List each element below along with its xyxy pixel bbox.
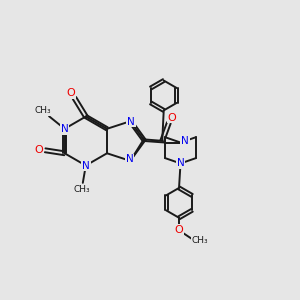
- Text: N: N: [181, 136, 189, 146]
- Text: CH₃: CH₃: [35, 106, 51, 116]
- Text: N: N: [127, 116, 135, 127]
- Text: N: N: [82, 160, 90, 170]
- Text: CH₃: CH₃: [192, 236, 208, 245]
- Text: N: N: [126, 154, 134, 164]
- Text: O: O: [167, 112, 176, 123]
- Text: O: O: [35, 145, 44, 155]
- Text: N: N: [61, 124, 68, 134]
- Text: O: O: [67, 88, 75, 98]
- Text: N: N: [177, 158, 184, 168]
- Text: O: O: [175, 225, 183, 235]
- Text: CH₃: CH₃: [73, 185, 90, 194]
